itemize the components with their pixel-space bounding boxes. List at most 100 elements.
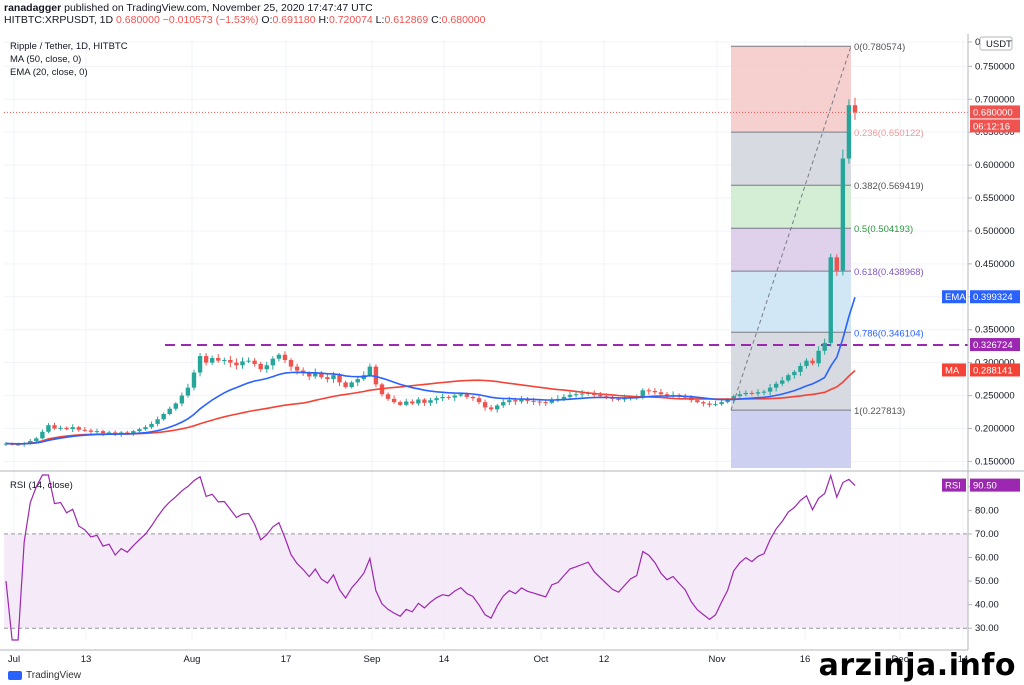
candle-body [434,398,439,401]
candle-body [695,400,700,403]
candle-body [470,396,476,399]
candle-body [270,358,276,366]
price-badges: 0.680000 06:12:16 0.326724 0.399324 0.288141… [942,105,1020,492]
candle-body [294,366,300,371]
candle-body [452,395,457,398]
candle-body [167,408,172,415]
fib-level-label: 0.786(0.346104) [854,328,924,339]
candle-body [46,425,51,432]
candle-body [549,399,554,403]
price-tick-label: 0.250000 [975,391,1015,402]
candle-body [222,360,227,362]
candle-body [822,342,827,351]
candle-body [737,394,742,397]
timer-badge-box [970,119,1020,133]
ohlc-readout: HITBTC:XRPUSDT, 1D 0.680000 −0.010573 (−… [4,14,485,26]
candle-body [337,375,342,383]
time-tick-label: Aug [184,654,201,665]
rsi-band [4,533,968,629]
time-tick-label: Nov [709,654,726,665]
candle-body [828,257,833,343]
tradingview-logo[interactable]: TradingView [8,670,81,681]
ema-badge-box [970,290,1020,304]
legend-ma: MA (50, close, 0) [10,54,81,65]
candle-body [203,356,209,363]
candle-body [367,366,373,376]
tradingview-icon [8,671,22,680]
candle-body [258,363,263,370]
candle-body [264,365,269,370]
candle-body [573,394,579,396]
fib-zone [731,271,851,333]
publish-header: ranadagger published on TradingView.com,… [4,2,373,14]
candle-body [343,382,348,388]
candle-body [94,431,100,433]
candle-body [561,396,567,399]
rsi-badge-text: 90.50 [973,481,997,492]
last-price: 0.680000 [116,14,160,26]
rsi-tick-label: 60.00 [975,553,999,564]
candle-body [391,398,397,403]
fib-zone [731,46,851,133]
candle-body [786,375,791,381]
candle-body [761,391,767,393]
candle-body [482,402,488,408]
candle-body [749,392,755,394]
rsi-tick-label: 40.00 [975,600,999,611]
legend: Ripple / Tether, 1D, HITBTC MA (50, clos… [10,41,128,491]
candle-body [307,373,312,377]
candle-body [209,358,215,363]
candle-body [416,399,421,404]
fib-level-label: 0.618(0.438968) [854,267,924,278]
candle-body [816,350,821,364]
close-value: 0.680000 [441,14,486,26]
fib-level-label: 1(0.227813) [854,406,905,417]
price-tick-label: 0.350000 [975,325,1015,336]
legend-rsi: RSI (14, close) [10,480,73,491]
candle-body [652,390,658,393]
candle-body [846,105,852,159]
candle-body [725,400,730,403]
candle-body [422,399,427,403]
watermark: arzinja.info [818,648,1016,683]
fib-zone [731,228,851,272]
ma-tag-text: MA [945,365,960,376]
ema-tag-box [942,290,966,304]
candle-body [252,360,257,364]
timer-badge-text: 06:12:16 [973,121,1010,132]
rsi-panel [4,473,968,641]
candle-body [792,371,797,376]
price-tick-label: 0.700000 [975,94,1015,105]
candle-body [622,398,627,400]
candle-body [458,394,464,396]
candle-body [246,360,251,362]
candle-body [810,360,815,364]
rsi-tag-text: RSI [945,481,961,492]
candle-body [410,401,415,404]
candle-body [64,427,69,430]
time-tick-label: Sep [364,654,381,665]
candle-body [428,400,433,403]
fib-zone [731,410,851,468]
candle-body [355,379,360,383]
candle-body [149,423,154,428]
fibonacci-retracement[interactable]: 0(0.780574) 0.236(0.650122) 0.382(0.569419… [730,42,924,468]
candle-body [40,431,45,439]
candle-body [767,387,773,392]
time-tick-label: 14 [439,654,450,665]
candle-body [488,407,494,410]
candle-body [34,438,39,442]
candle-body [713,404,718,406]
price-tick-label: 0 [975,37,980,48]
low-value: 0.612869 [384,14,429,26]
ema-badge-text: 0.399324 [973,292,1013,303]
candle-body [701,402,706,404]
author-name[interactable]: ranadagger [4,2,62,14]
time-tick-label: 12 [599,654,610,665]
ma-badge-text: 0.288141 [973,365,1013,376]
rsi-badge-box [970,478,1020,492]
fib-zone [731,132,851,186]
ema-tag-text: EMA [945,292,966,303]
